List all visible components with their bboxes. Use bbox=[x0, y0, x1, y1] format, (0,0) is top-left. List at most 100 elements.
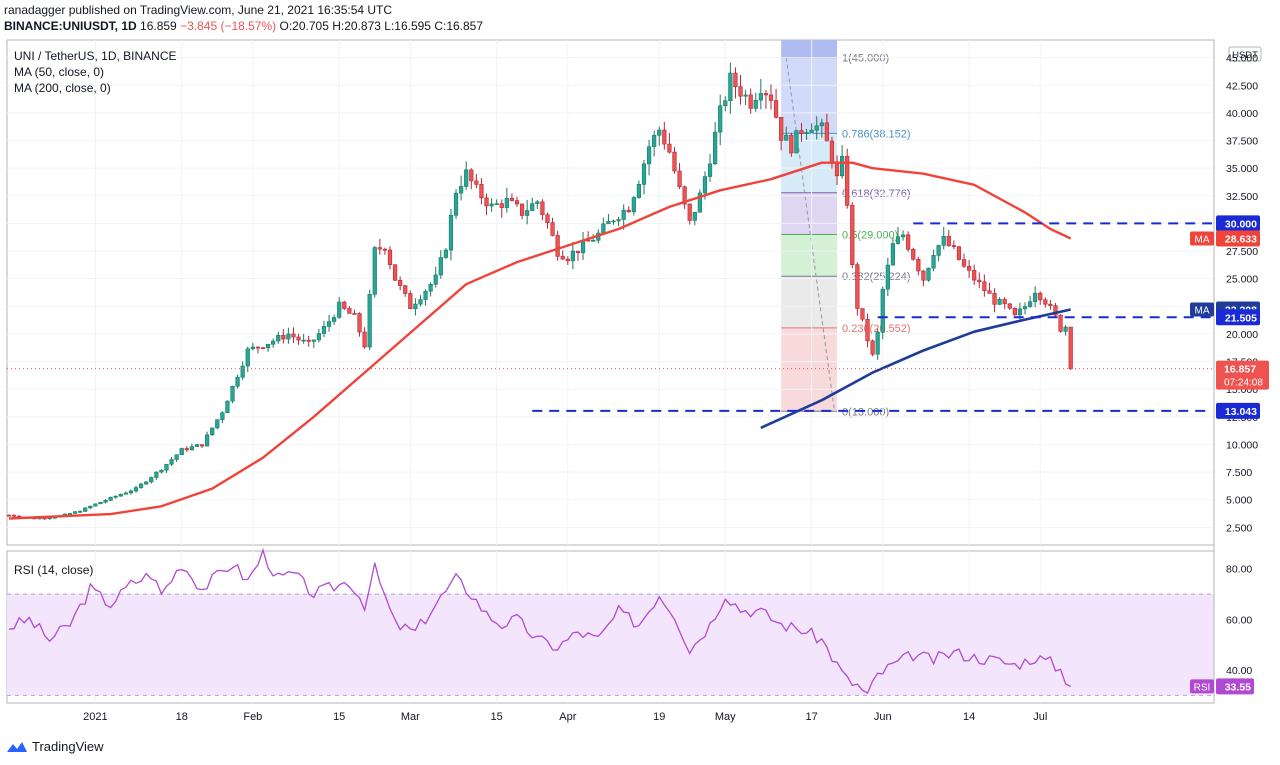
fib-zone-3 bbox=[781, 234, 838, 277]
footer-brand: TradingView bbox=[32, 739, 104, 754]
candle-body bbox=[235, 376, 240, 387]
candle-body bbox=[144, 481, 149, 485]
candle-body bbox=[1017, 308, 1023, 316]
symbol-name: BINANCE:UNIUSDT, 1D bbox=[4, 19, 137, 33]
candle-body bbox=[1012, 307, 1017, 316]
candle-body bbox=[1007, 303, 1012, 309]
fib-zone-5 bbox=[781, 327, 838, 412]
candle-body bbox=[469, 169, 474, 182]
candle-body bbox=[662, 129, 667, 145]
candle-body bbox=[763, 93, 769, 96]
candle-body bbox=[951, 245, 956, 248]
time-tick-label: Feb bbox=[243, 711, 262, 723]
candle-body bbox=[479, 184, 484, 199]
candle-body bbox=[250, 346, 255, 350]
candle-body bbox=[494, 203, 499, 205]
candle-body bbox=[301, 339, 306, 342]
candle-body bbox=[926, 267, 931, 281]
chart-title: UNI / TetherUS, 1D, BINANCE bbox=[14, 49, 177, 63]
time-tick-label: Jul bbox=[1033, 711, 1047, 723]
tradingview-logo-icon bbox=[7, 741, 27, 752]
candle-body bbox=[448, 214, 454, 251]
candle-body bbox=[265, 343, 271, 349]
ma200-value-label-prefix: MA bbox=[1195, 306, 1210, 317]
candle-body bbox=[67, 513, 73, 515]
candle-body bbox=[865, 318, 870, 342]
candle-body bbox=[423, 290, 428, 300]
candle-body bbox=[707, 163, 713, 177]
candle-body bbox=[697, 192, 702, 213]
candle-body bbox=[682, 186, 687, 205]
candle-body bbox=[1038, 292, 1043, 301]
unit-box bbox=[1228, 46, 1262, 62]
level-30-label-bg bbox=[1216, 215, 1260, 232]
candle-body bbox=[713, 131, 718, 165]
candle-body bbox=[906, 234, 911, 250]
price-tick-label: 5.000 bbox=[1226, 495, 1252, 507]
candle-body bbox=[382, 248, 388, 251]
candle-body bbox=[789, 134, 794, 154]
main-pane-frame bbox=[6, 39, 1215, 546]
candle-body bbox=[982, 281, 987, 291]
candle-body bbox=[794, 130, 799, 154]
candle-body bbox=[570, 250, 575, 262]
ma50-legend: MA (50, close, 0) bbox=[14, 65, 105, 79]
candle-body bbox=[890, 243, 896, 266]
candle-body bbox=[296, 336, 301, 341]
candle-body bbox=[880, 288, 885, 333]
level-21-label-bg bbox=[1216, 309, 1260, 326]
time-tick-label: 15 bbox=[333, 711, 345, 723]
candle-body bbox=[1053, 305, 1058, 316]
candle-body bbox=[271, 340, 276, 345]
time-tick-label: 2021 bbox=[83, 711, 107, 723]
candle-body bbox=[550, 222, 555, 236]
candle-body bbox=[631, 197, 636, 213]
price-change: −3.845 (−18.57%) bbox=[180, 19, 277, 33]
candle-body bbox=[748, 94, 753, 109]
candle-body bbox=[179, 448, 184, 456]
candle-body bbox=[768, 94, 774, 101]
tradingview-footer[interactable]: TradingView bbox=[6, 739, 104, 754]
candle-body bbox=[646, 146, 652, 165]
candle-body bbox=[636, 184, 642, 198]
candle-body bbox=[941, 235, 946, 246]
candle-body bbox=[1048, 303, 1053, 306]
candle-body bbox=[474, 180, 479, 185]
candle-body bbox=[154, 471, 159, 478]
candle-body bbox=[799, 130, 804, 134]
time-tick-label: Jun bbox=[874, 711, 892, 723]
candle-body bbox=[997, 298, 1002, 305]
level-13-label-bg bbox=[1216, 402, 1260, 419]
candle-body bbox=[230, 385, 235, 402]
ohlc-high: H:20.873 bbox=[332, 19, 381, 33]
candle-body bbox=[1063, 326, 1068, 332]
candle-body bbox=[850, 205, 855, 265]
candle-body bbox=[98, 501, 103, 505]
candle-body bbox=[575, 250, 581, 254]
candle-body bbox=[276, 334, 281, 342]
time-tick-label: 15 bbox=[491, 711, 503, 723]
candle-body bbox=[392, 264, 398, 281]
unit-label: USDT bbox=[1232, 50, 1258, 61]
candle-body bbox=[291, 333, 296, 338]
candle-body bbox=[352, 313, 357, 315]
price-tick-label: 27.500 bbox=[1226, 246, 1258, 258]
candle-body bbox=[428, 283, 433, 292]
price-tick-label: 25.000 bbox=[1226, 274, 1258, 286]
candle-body bbox=[443, 249, 448, 258]
rsi-value-label: 33.55 bbox=[1225, 681, 1251, 693]
candle-body bbox=[809, 129, 814, 133]
candle-body bbox=[560, 256, 565, 260]
candle-body bbox=[718, 105, 723, 133]
candle-body bbox=[286, 333, 291, 340]
candle-body bbox=[194, 444, 200, 447]
fib-trend-line bbox=[785, 57, 835, 412]
candle-body bbox=[138, 483, 144, 488]
candle-body bbox=[347, 308, 352, 314]
fib-top-zone bbox=[781, 40, 838, 58]
price-labels: 30.00028.633MA22.208MA21.50516.85707:24:… bbox=[1190, 215, 1269, 695]
candle-body bbox=[337, 301, 342, 318]
candle-body bbox=[240, 365, 245, 378]
candle-body bbox=[306, 339, 311, 342]
